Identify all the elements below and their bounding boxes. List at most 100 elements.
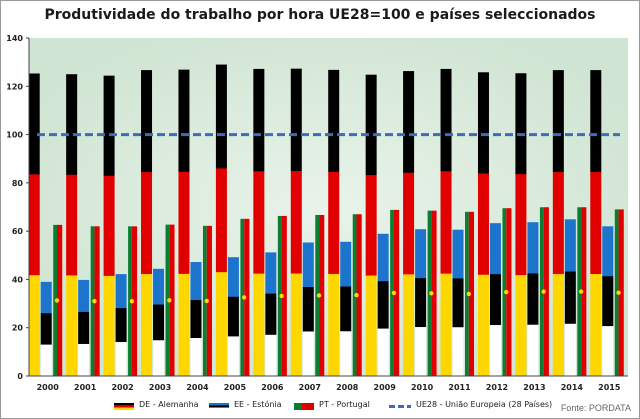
bar-stripe xyxy=(227,296,239,337)
x-tick-label: 2001 xyxy=(74,383,97,392)
x-tick-label: 2003 xyxy=(149,383,171,392)
bar-stripe xyxy=(141,274,153,377)
bar-emblem xyxy=(92,298,97,304)
y-tick-label: 20 xyxy=(12,324,24,333)
bar-stripe xyxy=(40,344,52,377)
bar-de-2010 xyxy=(403,71,415,377)
bar-stripe xyxy=(265,252,277,294)
y-tick-label: 140 xyxy=(6,34,23,43)
bar-ee-2008 xyxy=(340,241,352,377)
bar-ee-2009 xyxy=(377,233,389,377)
bar-stripe xyxy=(190,338,202,377)
bar-emblem xyxy=(429,291,434,296)
bar-stripe xyxy=(281,215,287,376)
bar-stripe xyxy=(302,242,314,288)
y-tick-label: 80 xyxy=(12,179,24,188)
bar-stripe xyxy=(403,274,415,377)
y-tick-label: 0 xyxy=(17,372,23,381)
bar-pt-2012 xyxy=(502,208,512,376)
bar-stripe xyxy=(590,70,602,173)
bar-stripe xyxy=(527,273,539,326)
bar-emblem xyxy=(541,289,546,294)
bar-de-2003 xyxy=(141,70,153,377)
bar-stripe xyxy=(40,281,52,314)
bar-stripe xyxy=(440,171,452,274)
bar-stripe xyxy=(78,311,90,345)
bar-ee-2002 xyxy=(115,274,127,377)
bar-stripe xyxy=(290,171,302,274)
bar-stripe xyxy=(253,273,265,377)
bar-ee-2004 xyxy=(190,262,202,377)
bar-stripe xyxy=(356,214,362,376)
bar-stripe xyxy=(253,171,265,274)
bar-stripe xyxy=(103,275,115,377)
bar-stripe xyxy=(244,218,250,376)
bar-stripe xyxy=(178,69,190,173)
x-tick-label: 2014 xyxy=(561,383,584,392)
bar-de-2015 xyxy=(590,70,602,377)
bar-stripe xyxy=(489,223,501,275)
x-tick-label: 2004 xyxy=(186,383,209,392)
bar-stripe xyxy=(103,175,115,277)
bar-pt-2006 xyxy=(277,215,287,376)
bar-stripe xyxy=(94,226,100,376)
bar-stripe xyxy=(141,70,153,173)
bar-stripe xyxy=(506,208,512,376)
y-tick-label: 120 xyxy=(6,82,23,91)
bar-ee-2000 xyxy=(40,281,52,377)
bar-pt-2014 xyxy=(577,207,587,376)
bar-stripe xyxy=(477,173,489,276)
bar-pt-2011 xyxy=(465,211,475,376)
swatch-stripe xyxy=(114,403,134,406)
bar-stripe xyxy=(415,327,427,377)
bar-pt-2002 xyxy=(128,226,138,376)
bar-stripe xyxy=(477,274,489,377)
bar-emblem xyxy=(204,298,209,304)
bar-stripe xyxy=(377,233,389,282)
bar-stripe xyxy=(365,275,377,377)
bar-stripe xyxy=(328,171,340,275)
bar-stripe xyxy=(340,286,352,332)
bar-stripe xyxy=(564,323,576,377)
bar-stripe xyxy=(618,209,624,376)
legend-swatch-ee xyxy=(209,403,229,410)
bar-stripe xyxy=(440,68,452,172)
bar-stripe xyxy=(78,279,90,313)
bars-layer xyxy=(28,64,624,377)
bar-de-2001 xyxy=(66,74,78,377)
bar-ee-2010 xyxy=(415,229,427,377)
x-tick-label: 2005 xyxy=(224,383,247,392)
bar-ee-2011 xyxy=(452,229,464,377)
bar-stripe xyxy=(602,226,614,277)
x-tick-label: 2009 xyxy=(374,383,397,392)
bar-pt-2013 xyxy=(539,207,549,376)
bar-de-2012 xyxy=(477,72,489,377)
bar-stripe xyxy=(66,174,78,276)
bar-ee-2013 xyxy=(527,222,539,377)
bar-ee-2006 xyxy=(265,252,277,377)
bar-de-2011 xyxy=(440,68,452,377)
bar-de-2007 xyxy=(290,68,302,377)
bar-stripe xyxy=(56,224,63,376)
bar-stripe xyxy=(393,209,400,376)
legend-swatch-de xyxy=(114,403,134,410)
bar-stripe xyxy=(377,281,389,329)
bar-stripe xyxy=(302,286,314,332)
bar-stripe xyxy=(215,272,227,377)
bar-pt-2000 xyxy=(53,224,63,376)
bar-ee-2005 xyxy=(227,257,239,377)
legend-label-pt: PT - Portugal xyxy=(319,400,370,409)
bar-stripe xyxy=(477,72,489,174)
bar-de-2004 xyxy=(178,69,190,377)
bar-stripe xyxy=(302,331,314,377)
legend-label-ee: EE - Estónia xyxy=(234,400,282,409)
bar-stripe xyxy=(103,75,115,177)
bar-stripe xyxy=(227,257,239,298)
bar-pt-2003 xyxy=(165,224,175,376)
bar-stripe xyxy=(153,340,165,377)
bar-emblem xyxy=(241,295,247,300)
bar-stripe xyxy=(115,308,127,343)
bar-stripe xyxy=(415,278,427,328)
bar-stripe xyxy=(552,70,564,173)
